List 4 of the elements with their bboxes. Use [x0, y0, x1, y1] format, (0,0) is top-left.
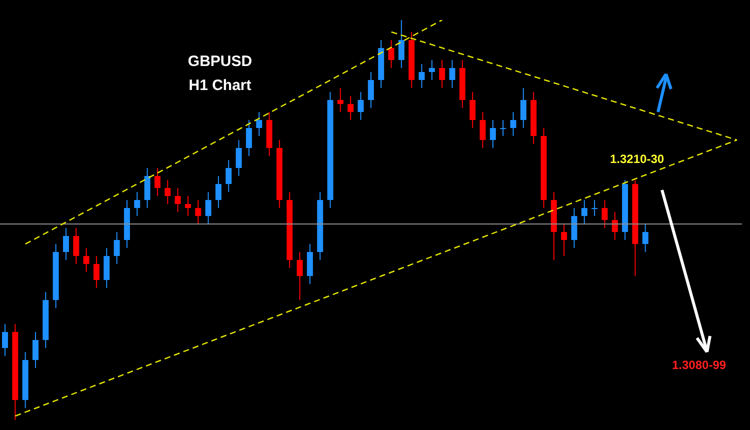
- text: H1 Chart: [188, 76, 252, 96]
- text: GBPUSD: [186, 52, 254, 72]
- annotation: 1.3080-99: [672, 358, 726, 372]
- annotation: 1.3210-30: [610, 152, 664, 166]
